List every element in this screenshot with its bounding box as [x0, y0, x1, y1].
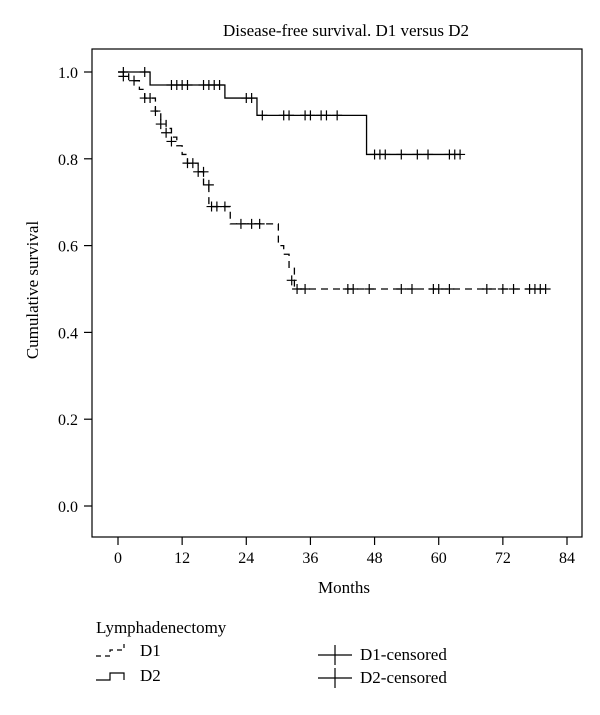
censor-mark-d1 [396, 284, 407, 294]
legend-d2-censored-mark [318, 668, 352, 688]
censor-mark-d2 [214, 80, 225, 91]
censor-mark-d1 [540, 284, 551, 294]
x-tick-label: 0 [114, 550, 122, 567]
censor-mark-d1 [497, 284, 508, 294]
censor-mark-d2 [118, 67, 129, 77]
x-tick-label: 84 [559, 550, 575, 567]
censor-mark-d2 [257, 110, 268, 121]
legend-d1-label: D1 [140, 641, 161, 660]
legend-d1-censored-label: D1-censored [360, 645, 447, 664]
series-line-d2 [118, 71, 461, 156]
censor-mark-d2 [455, 149, 466, 160]
legend-title: Lymphadenectomy [96, 618, 227, 637]
censor-mark-d1 [155, 119, 166, 130]
y-tick-label: 0.6 [58, 239, 78, 256]
censor-mark-d1 [187, 158, 198, 169]
x-tick-label: 72 [495, 550, 511, 567]
censor-mark-d2 [182, 80, 193, 91]
censor-mark-d2 [139, 67, 150, 77]
y-axis: 0.0 0.2 0.4 0.6 0.8 1.0 [58, 65, 92, 516]
y-tick-label: 0.8 [58, 152, 78, 169]
legend-d2-censored-label: D2-censored [360, 668, 447, 687]
x-tick-label: 36 [302, 550, 318, 567]
censor-mark-d1 [235, 218, 246, 229]
censor-mark-d2 [423, 149, 434, 160]
x-tick-label: 12 [174, 550, 190, 567]
censor-mark-d2 [380, 149, 391, 160]
legend-d1-censored-mark [318, 645, 352, 665]
censor-mark-d1 [286, 275, 297, 286]
censor-mark-d1 [481, 284, 492, 294]
x-axis-label: Months [318, 578, 370, 597]
censor-mark-d1 [254, 218, 265, 229]
x-axis: 0 12 24 36 48 60 72 84 [114, 537, 575, 567]
censor-mark-d1 [444, 284, 455, 294]
y-tick-label: 0.4 [58, 325, 78, 342]
x-tick-label: 48 [367, 550, 383, 567]
censor-mark-d1 [364, 284, 375, 294]
censor-mark-d2 [412, 149, 423, 160]
y-tick-label: 1.0 [58, 65, 78, 82]
series-line-d1 [118, 71, 546, 290]
censor-mark-d1 [348, 284, 359, 294]
censor-mark-d1 [300, 284, 311, 294]
plot-frame [91, 48, 583, 538]
y-tick-label: 0.0 [58, 499, 78, 516]
censor-mark-d1 [129, 75, 140, 86]
censor-mark-d1 [406, 284, 417, 294]
chart-title: Disease-free survival. D1 versus D2 [223, 21, 469, 40]
censor-mark-d1 [508, 284, 519, 294]
y-tick-label: 0.2 [58, 412, 78, 429]
legend: Lymphadenectomy D1 D2 D1-censored D2-cen… [96, 618, 447, 688]
censor-layer [118, 67, 551, 294]
legend-d2-label: D2 [140, 666, 161, 685]
censor-mark-d1 [198, 166, 209, 177]
censor-mark-d2 [321, 110, 332, 121]
censor-mark-d2 [246, 93, 257, 104]
censor-mark-d1 [145, 93, 156, 104]
censor-mark-d2 [284, 110, 295, 121]
x-tick-label: 60 [431, 550, 447, 567]
legend-d2-swatch [96, 672, 125, 681]
censor-mark-d1 [150, 106, 161, 117]
censor-mark-d1 [219, 201, 230, 212]
censor-mark-d1 [433, 284, 444, 294]
censor-mark-d2 [396, 149, 407, 160]
censor-mark-d1 [161, 127, 172, 138]
censor-mark-d1 [166, 136, 177, 147]
x-tick-label: 24 [238, 550, 254, 567]
censor-mark-d2 [305, 110, 316, 121]
censor-mark-d2 [332, 110, 343, 121]
censor-mark-d1 [203, 179, 214, 190]
legend-d1-swatch [96, 644, 125, 657]
series-layer [118, 71, 546, 290]
y-axis-label: Cumulative survival [23, 221, 42, 360]
